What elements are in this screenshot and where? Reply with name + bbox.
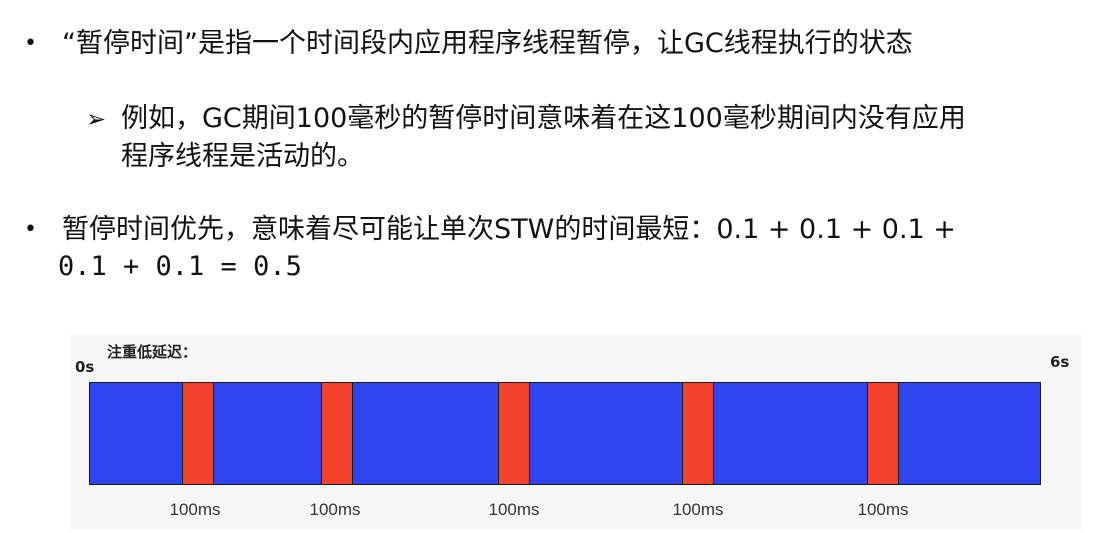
sub-bullet-text-line-1: 例如，GC期间100毫秒的暂停时间意味着在这100毫秒期间内没有应用: [121, 103, 966, 134]
bullet-text-pause-priority-line-1: 暂停时间优先，意味着尽可能让单次STW的时间最短：0.1 + 0.1 + 0.1…: [62, 214, 956, 245]
timeline-start-label: 0s: [75, 358, 95, 376]
pause-segment: [321, 383, 353, 484]
pause-duration-label: 100ms: [672, 500, 724, 519]
bullet-text-pause-time-definition: “暂停时间”是指一个时间段内应用程序线程暂停，让GC线程执行的状态: [62, 28, 913, 59]
pause-duration-label: 100ms: [169, 500, 221, 519]
diagram-title: 注重低延迟：: [107, 343, 198, 361]
pause-segment: [182, 383, 214, 484]
arrow-bullet-icon: ➢: [86, 105, 107, 133]
bullet-marker: •: [24, 217, 37, 242]
sub-bullet-text-line-2: 程序线程是活动的。: [121, 141, 364, 172]
pause-duration-label: 100ms: [857, 500, 909, 519]
timeline-end-label: 6s: [1050, 353, 1070, 371]
pause-segment: [498, 383, 530, 484]
timeline-bar: [89, 382, 1041, 485]
pause-segment: [867, 383, 899, 484]
pause-duration-label: 100ms: [309, 500, 361, 519]
pause-segment: [682, 383, 714, 484]
bullet-text-pause-priority-line-2: 0.1 + 0.1 = 0.5: [58, 251, 302, 282]
pause-duration-label: 100ms: [488, 500, 540, 519]
bullet-marker: •: [24, 31, 37, 56]
